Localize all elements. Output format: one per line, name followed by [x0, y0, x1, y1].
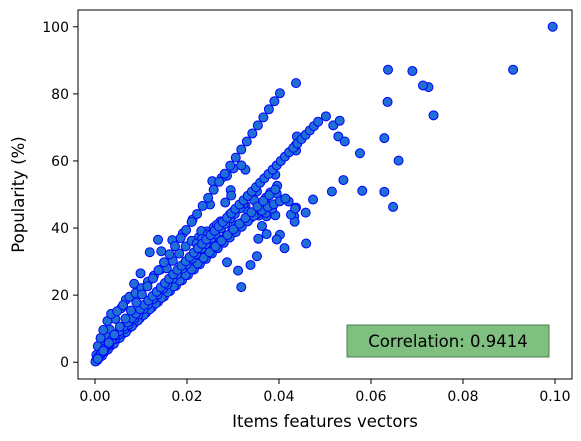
- x-tick-label: 0.10: [539, 389, 570, 405]
- scatter-point: [237, 283, 246, 292]
- y-axis-ticks: 0 20 40 60 80 100: [42, 20, 78, 371]
- scatter-point: [301, 208, 310, 217]
- scatter-point: [115, 322, 124, 331]
- scatter-point: [93, 354, 102, 363]
- scatter-point: [143, 282, 152, 291]
- scatter-point: [548, 22, 557, 31]
- scatter-point: [99, 346, 108, 355]
- scatter-point: [429, 111, 438, 120]
- scatter-points: [91, 22, 557, 366]
- scatter-point: [99, 326, 108, 335]
- scatter-point: [148, 274, 157, 283]
- y-axis-title: Popularity (%): [9, 136, 28, 252]
- scatter-point: [126, 306, 135, 315]
- annotation-text: Correlation: 0.9414: [368, 332, 528, 351]
- scatter-point: [248, 129, 257, 138]
- scatter-point: [259, 113, 268, 122]
- scatter-point: [137, 290, 146, 299]
- scatter-point: [309, 195, 318, 204]
- scatter-point: [154, 235, 163, 244]
- scatter-point: [165, 250, 174, 259]
- scatter-point: [154, 266, 163, 275]
- scatter-point: [242, 137, 251, 146]
- scatter-point: [280, 244, 289, 253]
- scatter-point: [340, 137, 349, 146]
- scatter-point: [335, 116, 344, 125]
- x-tick-label: 0.08: [447, 389, 478, 405]
- scatter-point: [321, 112, 330, 121]
- scatter-point: [264, 105, 273, 114]
- y-tick-label: 20: [51, 288, 69, 304]
- scatter-point: [281, 194, 290, 203]
- x-tick-label: 0.00: [79, 389, 110, 405]
- scatter-point: [246, 260, 255, 269]
- scatter-point: [275, 89, 284, 98]
- scatter-point: [257, 222, 266, 231]
- scatter-point: [145, 248, 154, 257]
- scatter-point: [193, 209, 202, 218]
- scatter-point: [231, 153, 240, 162]
- scatter-point: [253, 121, 262, 130]
- scatter-point: [119, 301, 128, 310]
- scatter-point: [226, 161, 235, 170]
- scatter-point: [187, 218, 196, 227]
- y-tick-label: 60: [51, 154, 69, 170]
- scatter-point: [418, 81, 427, 90]
- scatter-point: [302, 239, 311, 248]
- y-tick-label: 100: [42, 20, 69, 36]
- scatter-point: [252, 252, 261, 261]
- scatter-point: [314, 117, 323, 126]
- scatter-point: [383, 97, 392, 106]
- scatter-point: [272, 235, 281, 244]
- plot-area-frame: [78, 10, 572, 379]
- y-tick-label: 0: [60, 355, 69, 371]
- scatter-point: [262, 230, 271, 239]
- scatter-point: [358, 186, 367, 195]
- correlation-annotation: Correlation: 0.9414: [347, 325, 549, 357]
- scatter-point: [220, 169, 229, 178]
- scatter-point: [380, 187, 389, 196]
- scatter-point: [136, 269, 145, 278]
- x-axis-ticks: 0.00 0.02 0.04 0.06 0.08 0.10: [79, 379, 570, 405]
- scatter-point: [355, 149, 364, 158]
- x-axis-title: Items features vectors: [232, 412, 418, 431]
- x-tick-label: 0.06: [355, 389, 386, 405]
- x-tick-label: 0.02: [171, 389, 202, 405]
- scatter-point: [339, 176, 348, 185]
- scatter-point: [394, 156, 403, 165]
- scatter-point: [291, 204, 300, 213]
- scatter-point: [384, 65, 393, 74]
- scatter-point: [204, 193, 213, 202]
- scatter-point: [221, 198, 230, 207]
- scatter-point: [327, 187, 336, 196]
- scatter-point: [237, 161, 246, 170]
- scatter-point: [171, 242, 180, 251]
- scatter-point: [209, 185, 218, 194]
- x-tick-label: 0.04: [263, 389, 294, 405]
- scatter-point: [160, 258, 169, 267]
- scatter-point: [121, 314, 130, 323]
- scatter-point: [292, 79, 301, 88]
- scatter-point: [237, 145, 246, 154]
- scatter-point: [223, 258, 232, 267]
- scatter-point: [176, 234, 185, 243]
- scatter-point: [254, 234, 263, 243]
- scatter-point: [389, 202, 398, 211]
- y-tick-label: 80: [51, 87, 69, 103]
- y-tick-label: 40: [51, 221, 69, 237]
- scatter-point: [234, 266, 243, 275]
- scatter-point: [104, 338, 113, 347]
- scatter-point: [509, 65, 518, 74]
- scatter-point: [270, 97, 279, 106]
- scatter-point: [215, 177, 224, 186]
- scatter-point: [271, 185, 280, 194]
- scatter-point: [408, 67, 417, 76]
- scatter-point: [132, 298, 141, 307]
- scatter-point: [198, 201, 207, 210]
- scatter-point: [182, 226, 191, 235]
- scatter-point: [110, 330, 119, 339]
- scatter-point: [380, 134, 389, 143]
- scatter-point: [157, 247, 166, 256]
